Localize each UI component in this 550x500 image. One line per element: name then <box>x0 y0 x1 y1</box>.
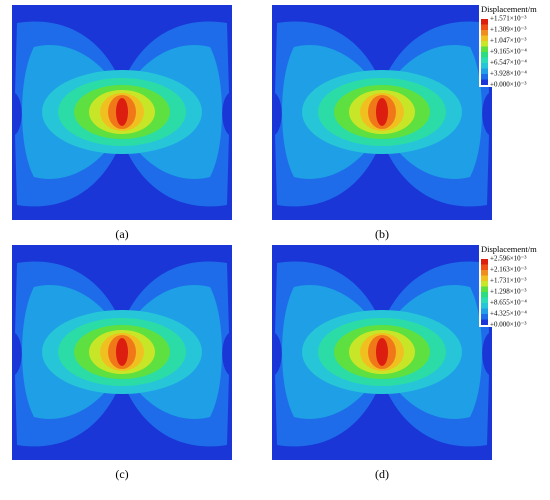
legend-swatch <box>481 30 488 36</box>
legend-swatch <box>481 292 488 298</box>
legend-swatch <box>481 319 488 325</box>
legend-swatch <box>481 46 488 52</box>
legend-label: +1.298×10⁻³ <box>490 288 526 296</box>
panel-label: (a) <box>115 227 128 241</box>
legend-swatch <box>481 68 488 74</box>
legend-label: +0.000×10⁻³ <box>490 81 526 89</box>
legend-label: +0.000×10⁻³ <box>490 321 526 329</box>
legend-label: +2.596×10⁻³ <box>490 255 526 263</box>
legend-swatch <box>481 264 488 270</box>
legend-label: +6.547×10⁻⁴ <box>490 59 527 67</box>
legend-label: +8.655×10⁻⁴ <box>490 299 527 307</box>
legend-swatch <box>481 314 488 320</box>
legend-bg <box>479 3 549 87</box>
legend-swatch <box>481 19 488 25</box>
contour-plot <box>272 245 492 460</box>
legend-bg <box>479 243 549 327</box>
legend-label: +1.731×10⁻³ <box>490 277 526 285</box>
legend-swatch <box>481 41 488 47</box>
contour-plot <box>12 245 232 460</box>
legend-swatch <box>481 281 488 287</box>
legend-swatch <box>481 303 488 309</box>
legend-label: +1.047×10⁻³ <box>490 37 526 45</box>
legend-swatch <box>481 79 488 85</box>
legend-label: +1.571×10⁻³ <box>490 15 526 23</box>
legend-swatch <box>481 308 488 314</box>
legend-swatch <box>481 24 488 30</box>
legend-swatch <box>481 297 488 303</box>
legend-title: Displacement/m <box>481 244 537 254</box>
contour-plot <box>272 5 492 220</box>
legend-swatch <box>481 270 488 276</box>
legend-swatch <box>481 275 488 281</box>
legend-swatch <box>481 52 488 58</box>
contour-plot <box>12 5 232 220</box>
legend-swatch <box>481 74 488 80</box>
panel-label: (c) <box>115 467 128 481</box>
panel-label: (b) <box>375 227 389 241</box>
legend-swatch <box>481 286 488 292</box>
legend-label: +2.163×10⁻³ <box>490 266 526 274</box>
legend-label: +1.309×10⁻³ <box>490 26 526 34</box>
legend-title: Displacement/m <box>481 4 537 14</box>
legend-swatch <box>481 35 488 41</box>
legend-label: +9.165×10⁻⁴ <box>490 48 527 56</box>
panel-label: (d) <box>375 467 389 481</box>
legend-label: +4.325×10⁻⁴ <box>490 310 527 318</box>
legend-swatch <box>481 63 488 69</box>
legend-swatch <box>481 57 488 63</box>
legend-label: +3.928×10⁻⁴ <box>490 70 527 78</box>
legend-swatch <box>481 259 488 265</box>
